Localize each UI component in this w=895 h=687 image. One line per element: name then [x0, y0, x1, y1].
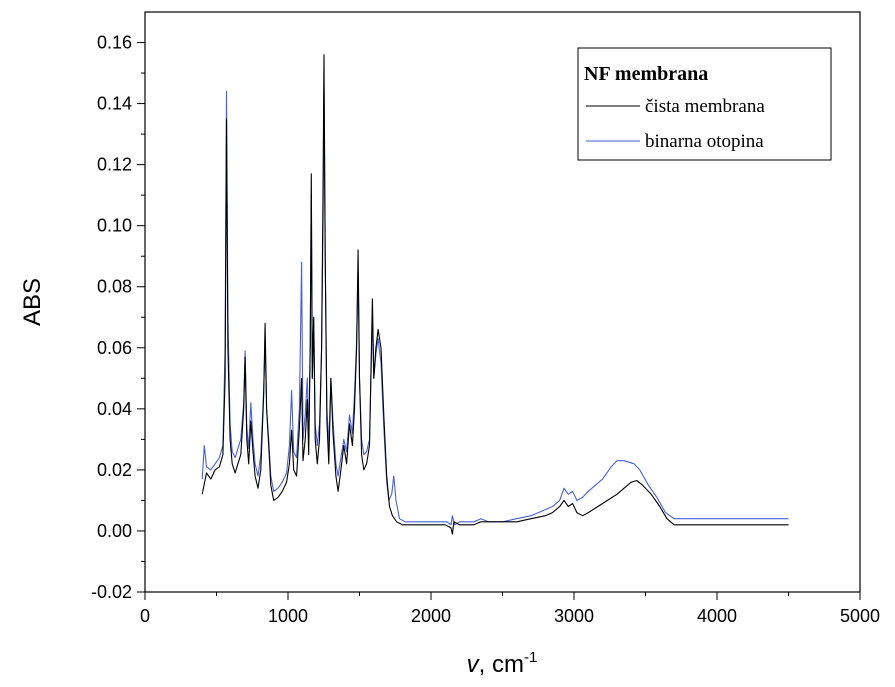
legend: NF membrana čista membrana binarna otopi… [577, 47, 832, 161]
y-tick-label: 0.08 [97, 277, 132, 297]
x-axis-exponent: -1 [524, 649, 537, 666]
series-layer [201, 54, 789, 535]
legend-title: NF membrana [584, 63, 708, 85]
y-tick-label: 0.16 [97, 33, 132, 53]
x-axis-title: v, cm-1 [467, 649, 538, 678]
x-axis-symbol: v [467, 651, 481, 678]
y-tick-label: 0.02 [97, 460, 132, 480]
y-tick-label: 0.04 [97, 399, 132, 419]
axis-ticks: 0 1000 2000 3000 4000 5000 -0.02 0.00 0.02 0.04 0.… [91, 33, 880, 626]
y-tick-label: 0.06 [97, 338, 132, 358]
y-axis-title: ABS [19, 278, 46, 326]
legend-entry-binarna-otopina: binarna otopina [645, 131, 764, 152]
y-tick-label: 0.00 [97, 521, 132, 541]
x-tick-label: 4000 [697, 606, 737, 626]
x-tick-label: 2000 [411, 606, 451, 626]
x-tick-label: 5000 [840, 606, 880, 626]
x-tick-label: 0 [140, 606, 150, 626]
y-tick-label: 0.12 [97, 155, 132, 175]
y-tick-label: 0.10 [97, 216, 132, 236]
x-tick-label: 3000 [554, 606, 594, 626]
x-tick-label: 1000 [268, 606, 308, 626]
y-tick-label: -0.02 [91, 582, 132, 602]
y-tick-label: 0.14 [97, 94, 132, 114]
legend-entry-cista-membrana: čista membrana [645, 96, 765, 117]
x-axis-unit: , cm [479, 651, 524, 678]
series-line-cista-membrana [201, 54, 789, 535]
series-line-binarna-otopina [201, 87, 789, 526]
